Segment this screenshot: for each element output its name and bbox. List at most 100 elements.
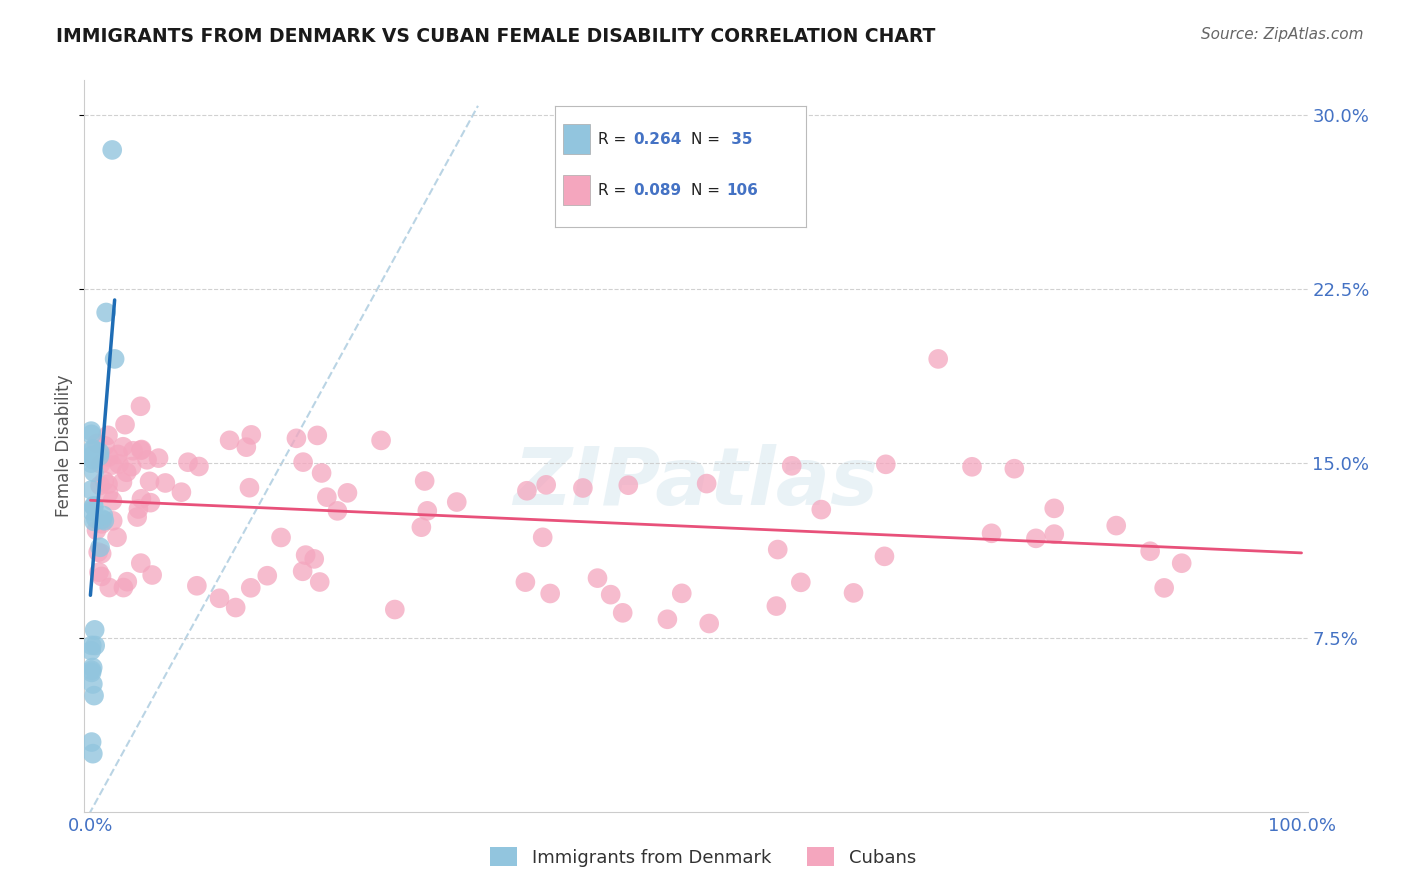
- Point: [122, 443, 145, 458]
- Point: [108, 457, 131, 471]
- Point: [87, 566, 110, 580]
- Point: [138, 475, 160, 489]
- Text: IMMIGRANTS FROM DENMARK VS CUBAN FEMALE DISABILITY CORRELATION CHART: IMMIGRANTS FROM DENMARK VS CUBAN FEMALE …: [56, 27, 935, 45]
- Point: [240, 428, 263, 442]
- Point: [82, 677, 104, 691]
- Point: [80, 504, 103, 518]
- Point: [87, 545, 110, 559]
- Point: [960, 459, 983, 474]
- Point: [83, 689, 105, 703]
- Point: [98, 581, 121, 595]
- Point: [416, 504, 439, 518]
- Point: [239, 581, 262, 595]
- Legend: Immigrants from Denmark, Cubans: Immigrants from Denmark, Cubans: [482, 840, 924, 874]
- Point: [177, 455, 200, 469]
- Point: [657, 612, 679, 626]
- Point: [127, 510, 149, 524]
- Point: [586, 571, 609, 585]
- Point: [82, 442, 104, 457]
- Point: [810, 502, 832, 516]
- Point: [86, 523, 108, 537]
- Point: [291, 564, 314, 578]
- Point: [136, 452, 159, 467]
- Point: [139, 496, 162, 510]
- Point: [326, 504, 349, 518]
- Point: [84, 511, 107, 525]
- Point: [170, 485, 193, 500]
- Point: [516, 483, 538, 498]
- Point: [94, 439, 117, 453]
- Point: [308, 574, 330, 589]
- Point: [148, 451, 170, 466]
- Point: [82, 452, 104, 467]
- Point: [83, 499, 105, 513]
- Point: [89, 478, 111, 492]
- Point: [292, 455, 315, 469]
- Point: [131, 491, 153, 506]
- Point: [80, 665, 103, 680]
- Point: [1139, 544, 1161, 558]
- Point: [80, 735, 103, 749]
- Point: [127, 502, 149, 516]
- Point: [315, 490, 337, 504]
- Point: [83, 623, 105, 637]
- Point: [97, 477, 120, 491]
- Point: [97, 486, 120, 500]
- Point: [155, 475, 177, 490]
- Point: [875, 458, 897, 472]
- Point: [129, 399, 152, 413]
- Point: [90, 516, 112, 531]
- Text: ZIPatlas: ZIPatlas: [513, 443, 879, 522]
- Point: [617, 478, 640, 492]
- Point: [1025, 532, 1047, 546]
- Point: [225, 600, 247, 615]
- Point: [105, 530, 128, 544]
- Point: [980, 526, 1002, 541]
- Point: [115, 465, 138, 479]
- Point: [302, 552, 325, 566]
- Point: [83, 515, 105, 529]
- Point: [80, 424, 103, 438]
- Point: [97, 428, 120, 442]
- Point: [93, 514, 115, 528]
- Y-axis label: Female Disability: Female Disability: [55, 375, 73, 517]
- Point: [515, 575, 537, 590]
- Point: [101, 143, 124, 157]
- Point: [129, 443, 152, 458]
- Point: [83, 500, 105, 514]
- Point: [599, 588, 621, 602]
- Point: [873, 549, 896, 564]
- Point: [270, 531, 292, 545]
- Point: [186, 579, 208, 593]
- Point: [370, 434, 392, 448]
- Point: [80, 483, 103, 497]
- Point: [218, 434, 240, 448]
- Point: [107, 447, 129, 461]
- Point: [89, 449, 111, 463]
- Point: [90, 569, 112, 583]
- Point: [80, 664, 103, 678]
- Point: [1043, 527, 1066, 541]
- Point: [80, 639, 103, 653]
- Point: [80, 449, 103, 463]
- Point: [696, 476, 718, 491]
- Point: [86, 436, 108, 450]
- Point: [1002, 461, 1025, 475]
- Point: [446, 495, 468, 509]
- Point: [111, 475, 134, 490]
- Point: [89, 445, 111, 459]
- Point: [697, 616, 720, 631]
- Point: [91, 512, 114, 526]
- Point: [80, 643, 103, 657]
- Point: [538, 586, 561, 600]
- Point: [531, 530, 554, 544]
- Point: [1105, 518, 1128, 533]
- Point: [80, 456, 103, 470]
- Point: [83, 465, 105, 479]
- Point: [112, 581, 135, 595]
- Point: [117, 574, 139, 589]
- Point: [131, 442, 153, 457]
- Point: [294, 548, 316, 562]
- Point: [96, 305, 118, 319]
- Point: [612, 606, 634, 620]
